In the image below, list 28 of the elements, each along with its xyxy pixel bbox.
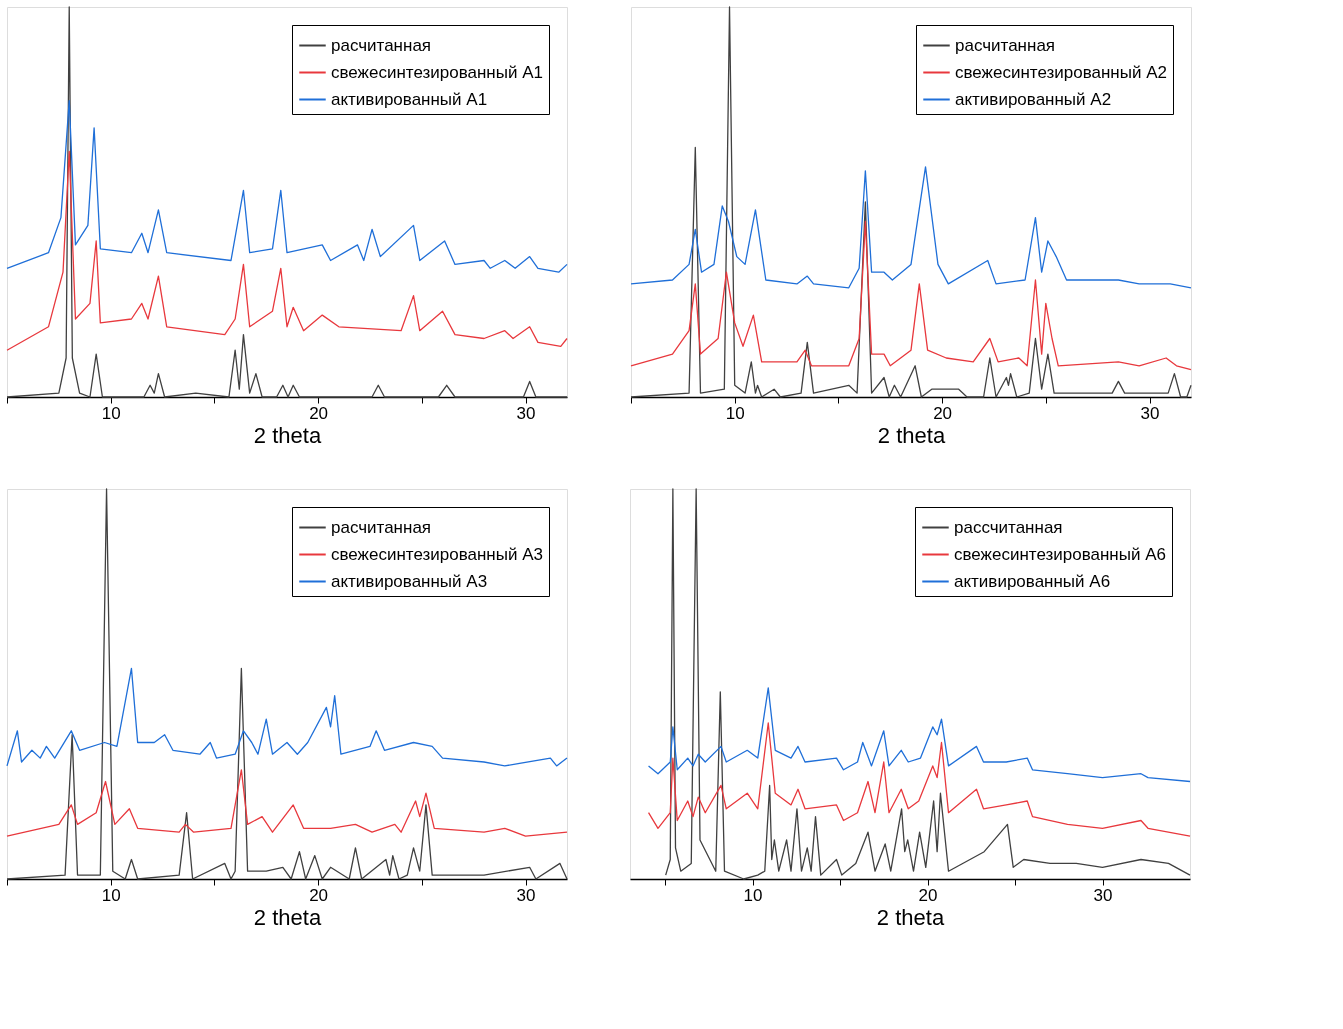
x-axis-title: 2 theta	[877, 422, 946, 448]
x-axis-title: 2 theta	[253, 904, 322, 930]
legend-label: активированный A3	[331, 571, 488, 591]
x-tick-label: 20	[309, 885, 329, 905]
x-tick-label: 10	[725, 403, 745, 423]
x-tick-label: 20	[309, 403, 329, 423]
x-tick-label: 30	[516, 403, 536, 423]
legend-label: расчитанная	[331, 35, 432, 55]
x-tick-label: 30	[516, 885, 536, 905]
x-axis-title: 2 theta	[253, 422, 322, 448]
legend-label: расчитанная	[331, 517, 432, 537]
x-tick-label: 10	[101, 885, 121, 905]
legend-label: свежесинтезированный A1	[331, 62, 543, 82]
legend-label: активированный A1	[331, 89, 488, 109]
legend-label: активированный A2	[955, 89, 1112, 109]
legend-label: свежесинтезированный A2	[955, 62, 1167, 82]
legend-label: рассчитанная	[954, 517, 1063, 537]
legend-label: свежесинтезированный A3	[331, 544, 543, 564]
x-tick-label: 20	[918, 885, 938, 905]
x-tick-label: 30	[1093, 885, 1113, 905]
x-tick-label: 10	[743, 885, 763, 905]
x-tick-label: 20	[933, 403, 953, 423]
legend-label: расчитанная	[955, 35, 1056, 55]
x-tick-label: 10	[101, 403, 121, 423]
legend-label: активированный A6	[954, 571, 1111, 591]
x-axis-title: 2 theta	[876, 904, 945, 930]
legend-label: свежесинтезированный A6	[954, 544, 1166, 564]
x-tick-label: 30	[1140, 403, 1160, 423]
